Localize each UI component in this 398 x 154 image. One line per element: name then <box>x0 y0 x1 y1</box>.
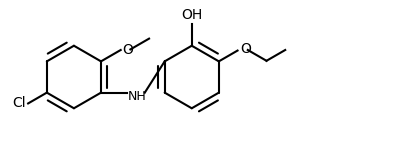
Text: O: O <box>240 42 251 56</box>
Text: NH: NH <box>128 89 146 103</box>
Text: OH: OH <box>182 8 203 22</box>
Text: O: O <box>123 43 133 57</box>
Text: Cl: Cl <box>12 96 26 110</box>
